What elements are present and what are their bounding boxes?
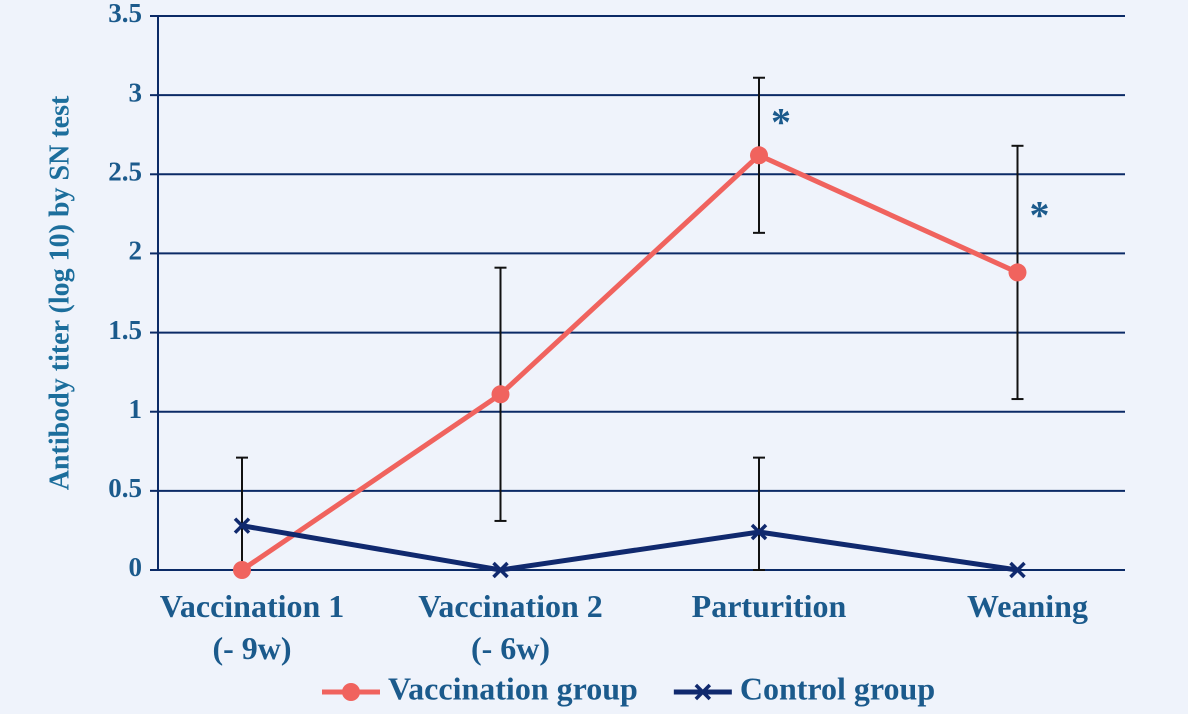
- y-tick-label: 2.5: [108, 156, 142, 186]
- series-line: [240, 152, 1019, 573]
- point: [1008, 263, 1027, 282]
- x-tick-label: Vaccination 2 (- 6w): [418, 588, 603, 666]
- y-tick-label: 2: [129, 236, 143, 266]
- y-axis-label: Antibody titer (log 10) by SN test: [44, 95, 75, 490]
- y-tick-label: 3.5: [108, 0, 142, 28]
- point: [750, 523, 768, 541]
- point: [1009, 561, 1026, 579]
- point: [750, 146, 768, 165]
- x-tick-label: Weaning: [967, 588, 1088, 624]
- legend-label: Vaccination group: [388, 670, 638, 706]
- annotation: *: [771, 100, 791, 145]
- y-tick-label: 0: [129, 552, 143, 582]
- x-tick-label: Vaccination 1 (- 9w): [159, 588, 345, 666]
- legend-marker: [694, 683, 712, 701]
- point: [492, 561, 509, 579]
- series-line: [241, 523, 1018, 573]
- point: [233, 561, 251, 579]
- legend-label: Control group: [740, 670, 935, 706]
- y-tick-label: 1.5: [108, 315, 142, 345]
- point: [233, 517, 251, 534]
- y-tick-label: 1: [129, 394, 143, 424]
- y-tick-label: 0.5: [108, 473, 142, 503]
- legend-marker: [342, 683, 360, 701]
- point: [491, 385, 510, 404]
- x-tick-label: Parturition: [691, 588, 847, 624]
- annotation: *: [1030, 192, 1050, 237]
- y-tick-label: 3: [129, 77, 143, 107]
